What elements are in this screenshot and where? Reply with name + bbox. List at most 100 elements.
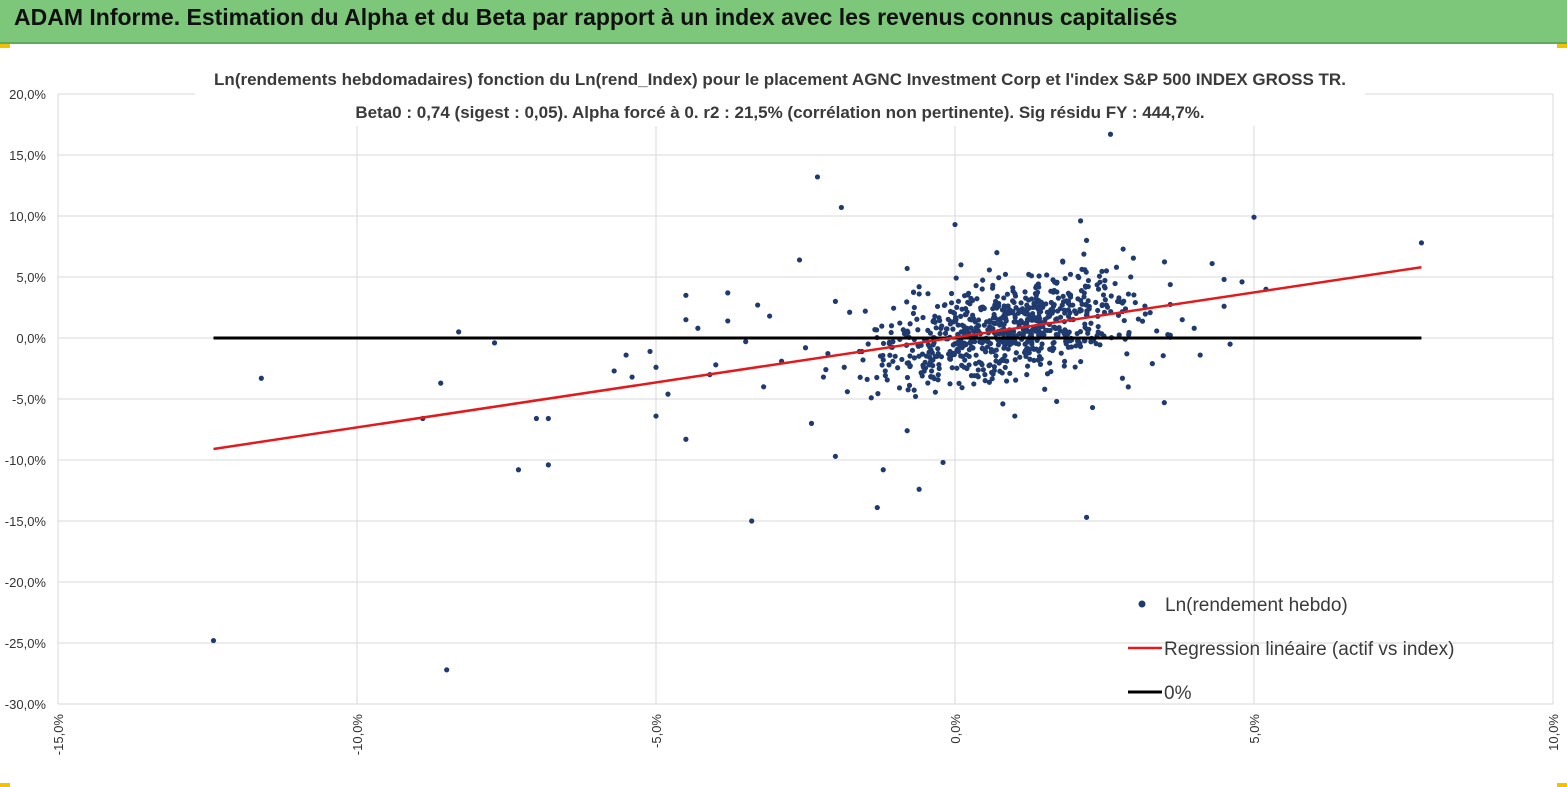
x-tick-label: 0,0%: [948, 714, 963, 744]
data-point: [1012, 413, 1018, 419]
data-point: [888, 323, 895, 329]
data-point: [1048, 368, 1054, 375]
data-point: [1048, 307, 1054, 313]
legend-label-regression: Regression linéaire (actif vs index): [1164, 639, 1454, 660]
data-point: [928, 368, 935, 374]
data-point: [683, 317, 689, 323]
data-point: [1016, 320, 1022, 327]
data-point: [1095, 323, 1101, 330]
data-point: [1024, 363, 1031, 369]
data-point: [990, 282, 996, 288]
data-point: [1036, 273, 1042, 279]
data-point: [1099, 302, 1105, 308]
data-point: [1046, 313, 1053, 319]
data-point: [907, 363, 913, 370]
data-point: [992, 320, 998, 326]
data-point: [1251, 214, 1257, 220]
data-point: [1103, 268, 1110, 274]
data-point: [961, 364, 967, 370]
data-point: [1191, 325, 1197, 331]
data-point: [1007, 331, 1014, 337]
data-point: [1037, 301, 1043, 307]
data-point: [904, 428, 910, 434]
data-point: [874, 504, 880, 511]
data-point: [996, 360, 1002, 366]
data-point: [931, 376, 937, 382]
data-point: [1026, 297, 1032, 303]
data-point: [979, 286, 985, 292]
data-point: [1026, 328, 1032, 335]
data-point: [911, 304, 917, 311]
data-point: [868, 395, 874, 401]
data-point: [1011, 319, 1017, 325]
corner-marker: [1557, 44, 1567, 48]
data-point: [973, 352, 979, 358]
data-point: [969, 317, 975, 323]
data-point: [891, 305, 897, 311]
data-point: [957, 313, 964, 320]
data-point: [749, 518, 755, 524]
data-point: [936, 362, 942, 368]
data-point: [954, 346, 961, 352]
data-point: [1088, 320, 1094, 326]
data-point: [984, 319, 990, 325]
data-point: [1067, 271, 1074, 277]
data-point: [996, 275, 1002, 281]
data-point: [932, 313, 938, 319]
data-point: [1066, 329, 1072, 335]
data-point: [943, 326, 949, 332]
data-point: [874, 374, 880, 381]
data-point: [980, 367, 986, 373]
data-point: [907, 321, 913, 327]
data-point: [1095, 286, 1102, 292]
y-axis-ticks: 20,0% 15,0% 10,0% 5,0% 0,0% -5,0% -10,0% -15,0%…: [5, 87, 47, 712]
data-point: [1082, 267, 1088, 273]
data-point: [954, 304, 960, 310]
data-point: [903, 331, 909, 337]
data-point: [979, 346, 986, 352]
data-point: [946, 351, 952, 357]
data-point: [1024, 372, 1030, 378]
data-point: [611, 368, 617, 374]
data-point: [1055, 295, 1061, 301]
data-point: [1227, 341, 1233, 347]
chart-title-background: [195, 66, 1365, 126]
data-point: [1032, 315, 1038, 321]
chart-title-block: Ln(rendements hebdomadaires) fonction du…: [195, 66, 1365, 126]
data-point: [623, 352, 629, 358]
data-point: [438, 380, 444, 386]
y-tick-label: 0,0%: [16, 331, 46, 346]
data-point: [1078, 288, 1085, 294]
data-point: [1055, 332, 1061, 338]
data-point: [932, 389, 938, 395]
data-point: [930, 363, 936, 369]
data-point: [991, 364, 997, 370]
data-point: [959, 385, 965, 391]
data-point: [965, 299, 971, 305]
data-point: [990, 315, 997, 321]
data-point: [1126, 332, 1132, 338]
data-point: [258, 375, 264, 381]
data-point: [980, 277, 986, 283]
data-point: [938, 325, 944, 332]
data-point: [963, 305, 969, 312]
data-point: [1030, 310, 1036, 317]
data-point: [897, 320, 903, 326]
data-point: [1001, 295, 1007, 301]
data-point: [916, 353, 922, 359]
data-point: [1007, 370, 1013, 376]
data-point: [879, 362, 885, 368]
data-point: [968, 325, 974, 331]
data-point: [1047, 360, 1053, 366]
data-point: [966, 362, 972, 368]
data-point: [1077, 218, 1084, 224]
data-point: [1002, 271, 1009, 277]
data-point: [1035, 281, 1041, 287]
data-point: [629, 374, 635, 380]
data-point: [874, 327, 880, 333]
data-point: [1099, 268, 1105, 274]
data-point: [929, 350, 935, 356]
data-point: [1026, 271, 1032, 277]
data-point: [1001, 308, 1008, 314]
data-point: [1022, 289, 1028, 295]
